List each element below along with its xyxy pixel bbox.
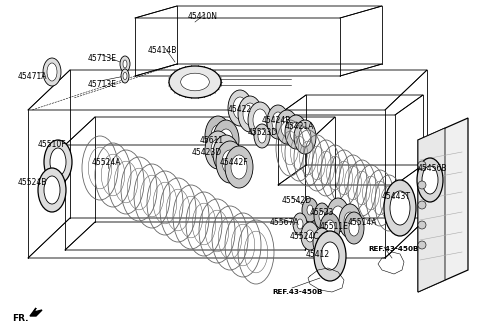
Ellipse shape	[50, 148, 66, 176]
Text: 45471A: 45471A	[18, 72, 48, 81]
Ellipse shape	[297, 219, 303, 229]
Ellipse shape	[44, 140, 72, 184]
Text: 45713E: 45713E	[88, 80, 117, 89]
Ellipse shape	[248, 102, 272, 138]
Ellipse shape	[418, 201, 426, 209]
Text: 45611: 45611	[200, 136, 224, 145]
Text: 45567A: 45567A	[270, 218, 300, 227]
Ellipse shape	[205, 131, 231, 169]
Ellipse shape	[276, 110, 298, 144]
Ellipse shape	[243, 103, 257, 125]
Text: 45410N: 45410N	[188, 12, 218, 21]
Ellipse shape	[253, 109, 267, 131]
Ellipse shape	[301, 222, 319, 250]
Ellipse shape	[281, 117, 293, 137]
Text: 45424B: 45424B	[262, 116, 291, 125]
Ellipse shape	[307, 205, 313, 215]
Ellipse shape	[339, 204, 361, 238]
Ellipse shape	[384, 180, 416, 236]
Ellipse shape	[418, 161, 426, 169]
Ellipse shape	[180, 73, 209, 91]
Ellipse shape	[285, 115, 307, 149]
Text: 45523D: 45523D	[248, 128, 278, 137]
Ellipse shape	[44, 176, 60, 204]
Text: 45511E: 45511E	[320, 222, 349, 231]
Ellipse shape	[318, 236, 326, 248]
Ellipse shape	[314, 203, 330, 229]
Text: 45542D: 45542D	[282, 196, 312, 205]
Text: 45414B: 45414B	[148, 46, 178, 55]
Text: 45412: 45412	[306, 250, 330, 259]
Ellipse shape	[222, 150, 238, 174]
Ellipse shape	[169, 66, 221, 98]
Ellipse shape	[120, 56, 130, 72]
Text: 45456B: 45456B	[418, 164, 447, 173]
Ellipse shape	[219, 143, 233, 165]
Text: 45442F: 45442F	[220, 158, 249, 167]
Ellipse shape	[219, 129, 233, 151]
Ellipse shape	[121, 69, 129, 83]
Text: 45523: 45523	[310, 208, 334, 217]
Ellipse shape	[267, 105, 289, 139]
Text: 45443T: 45443T	[382, 192, 411, 201]
Ellipse shape	[213, 120, 239, 160]
Text: 45422: 45422	[228, 105, 252, 114]
Ellipse shape	[344, 212, 364, 244]
Text: 45421A: 45421A	[285, 122, 314, 131]
Ellipse shape	[228, 90, 252, 126]
Ellipse shape	[294, 120, 316, 154]
Ellipse shape	[325, 220, 335, 236]
Ellipse shape	[320, 213, 340, 243]
Ellipse shape	[238, 96, 262, 132]
Ellipse shape	[349, 220, 359, 236]
Ellipse shape	[290, 122, 302, 142]
Ellipse shape	[43, 58, 61, 86]
Ellipse shape	[418, 221, 426, 229]
Ellipse shape	[418, 181, 426, 189]
Ellipse shape	[293, 213, 307, 235]
Text: REF.43-450B: REF.43-450B	[272, 289, 323, 295]
Ellipse shape	[205, 116, 231, 156]
Ellipse shape	[302, 198, 318, 222]
Text: 45524C: 45524C	[290, 232, 320, 241]
Ellipse shape	[258, 129, 266, 143]
Ellipse shape	[344, 212, 356, 230]
Ellipse shape	[213, 135, 239, 173]
Ellipse shape	[123, 72, 127, 80]
Ellipse shape	[314, 231, 346, 281]
Polygon shape	[418, 118, 468, 292]
Ellipse shape	[38, 168, 66, 212]
Ellipse shape	[123, 60, 127, 68]
Text: FR.: FR.	[12, 314, 28, 323]
Text: 45514A: 45514A	[348, 218, 377, 227]
Ellipse shape	[272, 112, 284, 132]
Ellipse shape	[47, 63, 57, 81]
Text: 45713E: 45713E	[88, 54, 117, 63]
Ellipse shape	[422, 166, 438, 194]
Ellipse shape	[231, 155, 247, 179]
Text: 45524A: 45524A	[92, 158, 121, 167]
Ellipse shape	[254, 124, 270, 148]
Text: 45524B: 45524B	[18, 178, 48, 187]
Ellipse shape	[319, 211, 325, 221]
Ellipse shape	[418, 241, 426, 249]
Text: REF.43-450B: REF.43-450B	[368, 246, 419, 252]
Ellipse shape	[225, 146, 253, 188]
Ellipse shape	[211, 125, 225, 147]
Ellipse shape	[216, 141, 244, 183]
Polygon shape	[418, 128, 445, 292]
Ellipse shape	[417, 158, 443, 202]
Ellipse shape	[327, 198, 349, 232]
Ellipse shape	[306, 230, 314, 242]
Text: 45423D: 45423D	[192, 148, 222, 157]
Ellipse shape	[390, 191, 410, 225]
Ellipse shape	[332, 206, 344, 224]
Polygon shape	[30, 308, 42, 316]
Ellipse shape	[313, 228, 331, 256]
Ellipse shape	[211, 139, 225, 161]
Ellipse shape	[321, 242, 339, 270]
Ellipse shape	[233, 97, 247, 119]
Text: 45510F: 45510F	[38, 140, 67, 149]
Ellipse shape	[299, 127, 311, 147]
